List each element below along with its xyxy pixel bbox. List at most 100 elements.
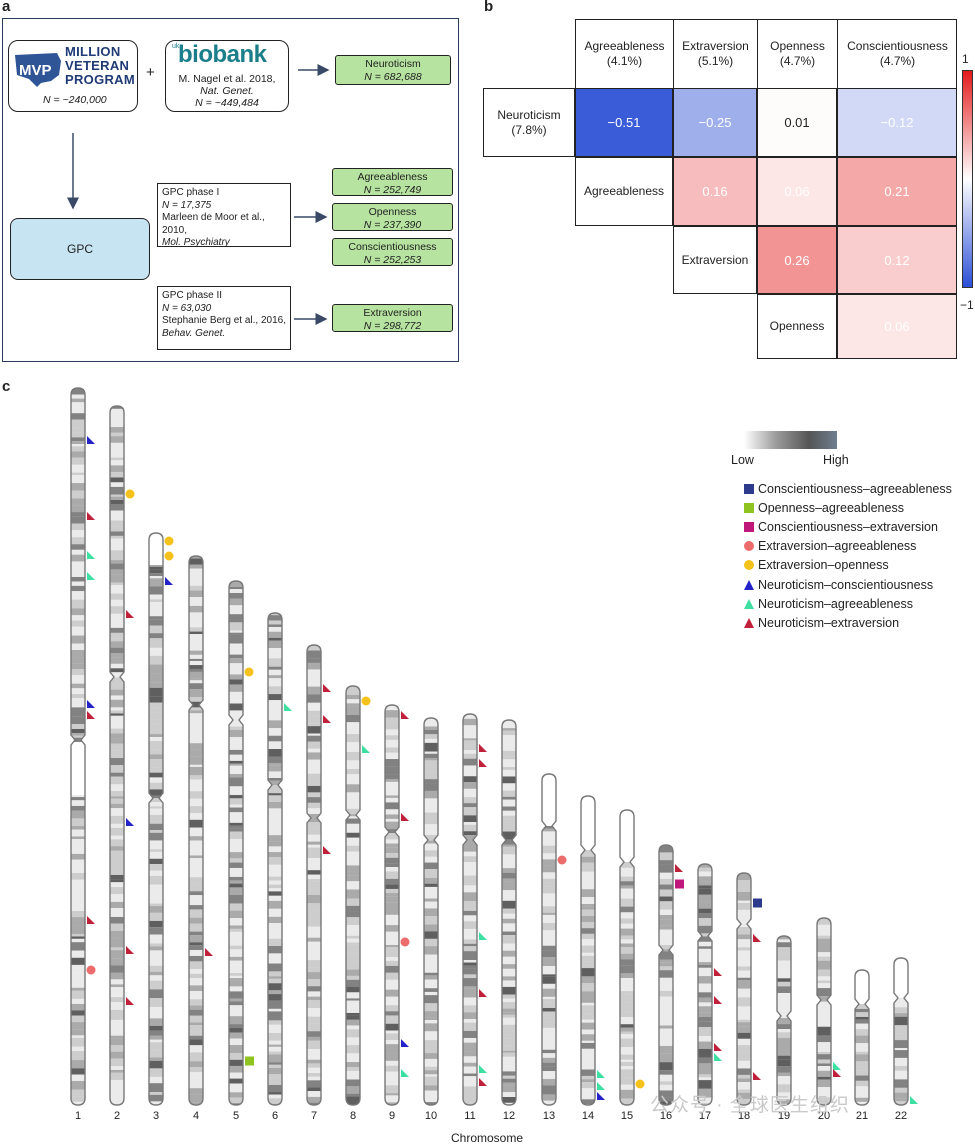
chromosome-number-label: 4 [192, 1110, 200, 1122]
chromosome-number-label: 3 [152, 1110, 160, 1122]
legend-marker-icon [740, 502, 758, 514]
heatmap-cell: 0.26 [757, 226, 837, 294]
pleiotropic-locus-marker [714, 968, 722, 976]
pleiotropic-locus-marker [714, 1043, 722, 1051]
legend-item: Extraversion–agreeableness [740, 538, 916, 554]
pleiotropic-locus-marker [675, 879, 684, 889]
chromosome-1 [70, 387, 86, 1106]
pleiotropic-locus-marker [164, 536, 174, 546]
ukb-cite1: M. Nagel et al. 2018, [178, 73, 276, 85]
pleiotropic-locus-marker [164, 551, 174, 561]
pleiotropic-locus-marker [401, 1039, 409, 1047]
panel-a-letter: a [2, 0, 11, 15]
watermark-text: 公众号 · 全球医生组织 [650, 1095, 850, 1116]
heatmap-col-header: Conscientiousness (4.7%) [837, 19, 957, 88]
chromosome-number-label: 9 [388, 1110, 396, 1122]
legend-item: Conscientiousness–agreeableness [740, 481, 952, 497]
us-map-logo: MVP [15, 53, 61, 87]
pleiotropic-locus-marker [753, 1072, 761, 1080]
chromosome-number-label: 2 [113, 1110, 121, 1122]
chromosome-17 [697, 863, 713, 1106]
pleiotropic-locus-marker [597, 1082, 605, 1090]
chromosome-number-label: 19 [777, 1110, 791, 1122]
phase2-l2: N = 63,030 [162, 302, 212, 314]
legend-item: Openness–agreeableness [740, 500, 904, 516]
chromosome-4 [188, 555, 204, 1106]
plus-sign: + [146, 64, 155, 81]
pleiotropic-locus-marker [833, 1069, 841, 1077]
trait-n: N = 682,688 [364, 71, 422, 83]
legend-marker-icon [740, 559, 758, 571]
trait-box-openness: Openness N = 237,390 [332, 203, 453, 231]
pleiotropic-locus-marker [323, 846, 331, 854]
chromosome-13 [541, 773, 557, 1106]
pleiotropic-locus-marker [753, 898, 762, 908]
pleiotropic-locus-marker [910, 1096, 918, 1104]
chromosome-21 [854, 969, 870, 1106]
pleiotropic-locus-marker [323, 684, 331, 692]
legend-marker-icon [740, 540, 758, 552]
heatmap-cell: 0.06 [837, 294, 957, 359]
ukb-cite2: Nat. Genet. [200, 85, 254, 97]
density-scale-bar [744, 431, 837, 449]
chromosome-number-label: 14 [581, 1110, 595, 1122]
phase1-l4: Mol. Psychiatry [162, 237, 230, 248]
chromosome-2 [109, 405, 125, 1106]
pleiotropic-locus-marker [87, 436, 95, 444]
gpc-phase2-box: GPC phase II N = 63,030 Stephanie Berg e… [157, 286, 291, 350]
chromosome-12 [501, 719, 517, 1106]
chromosome-11 [462, 713, 478, 1106]
pleiotropic-locus-marker [479, 744, 487, 752]
pleiotropic-locus-marker [245, 1056, 254, 1066]
chromosome-16 [658, 844, 674, 1106]
chromosome-number-label: 16 [659, 1110, 673, 1122]
trait-name: Conscientiousness [348, 241, 437, 253]
pleiotropic-locus-marker [244, 667, 254, 677]
legend-item: Neuroticism–agreeableness [740, 596, 913, 612]
density-high-label: High [823, 453, 849, 467]
heatmap-col-header: Agreeableness (4.1%) [575, 19, 673, 88]
trait-name: Neuroticism [365, 58, 421, 70]
chromosome-number-label: 17 [698, 1110, 712, 1122]
pleiotropic-locus-marker [400, 937, 410, 947]
phase1-l1: GPC phase I [162, 187, 220, 198]
pleiotropic-locus-marker [479, 759, 487, 767]
chromosome-number-label: 11 [464, 1110, 476, 1122]
colorbar-max-label: 1 [962, 52, 969, 66]
chromosome-number-label: 13 [542, 1110, 556, 1122]
phase2-l4: Behav. Genet. [162, 327, 226, 339]
chromosome-5 [228, 580, 244, 1106]
pleiotropic-locus-marker [597, 1092, 605, 1100]
chromosome-6 [267, 612, 283, 1106]
trait-box-agreeableness: Agreeableness N = 252,749 [332, 168, 453, 196]
chromosome-14 [580, 795, 596, 1106]
pleiotropic-locus-marker [557, 855, 567, 865]
pleiotropic-locus-marker [87, 700, 95, 708]
ukb-logo-uk: uk [172, 43, 180, 50]
heatmap-col-header: Extraversion (5.1%) [673, 19, 757, 88]
row-name: Openness [769, 319, 825, 333]
pleiotropic-locus-marker [675, 864, 683, 872]
pleiotropic-locus-marker [635, 1079, 645, 1089]
gpc-label: GPC [66, 242, 93, 256]
pleiotropic-locus-marker [714, 1053, 722, 1061]
legend-item: Neuroticism–conscientiousness [740, 577, 933, 593]
ukbiobank-box: uk biobank M. Nagel et al. 2018, Nat. Ge… [165, 40, 289, 112]
pleiotropic-locus-marker [126, 818, 134, 826]
pleiotropic-locus-marker [479, 1065, 487, 1073]
col-name: Openness [770, 38, 825, 53]
pleiotropic-locus-marker [361, 696, 371, 706]
pleiotropic-locus-marker [87, 572, 95, 580]
legend-label: Openness–agreeableness [758, 501, 904, 515]
trait-box-neuroticism: Neuroticism N = 682,688 [335, 55, 451, 85]
legend-marker-icon [740, 483, 758, 495]
phase2-l3: Stephanie Berg et al., 2016, [162, 315, 286, 326]
pleiotropic-locus-marker [401, 711, 409, 719]
chromosome-number-label: 6 [271, 1110, 279, 1122]
chromosome-15 [619, 809, 635, 1106]
heatmap-col-header: Openness (4.7%) [757, 19, 837, 88]
heatmap-cell: 0.16 [673, 157, 757, 226]
heatmap-cell: 0.12 [837, 226, 957, 294]
legend-label: Conscientiousness–extraversion [758, 520, 938, 534]
mvp-title-line2: VETERAN [65, 58, 130, 73]
